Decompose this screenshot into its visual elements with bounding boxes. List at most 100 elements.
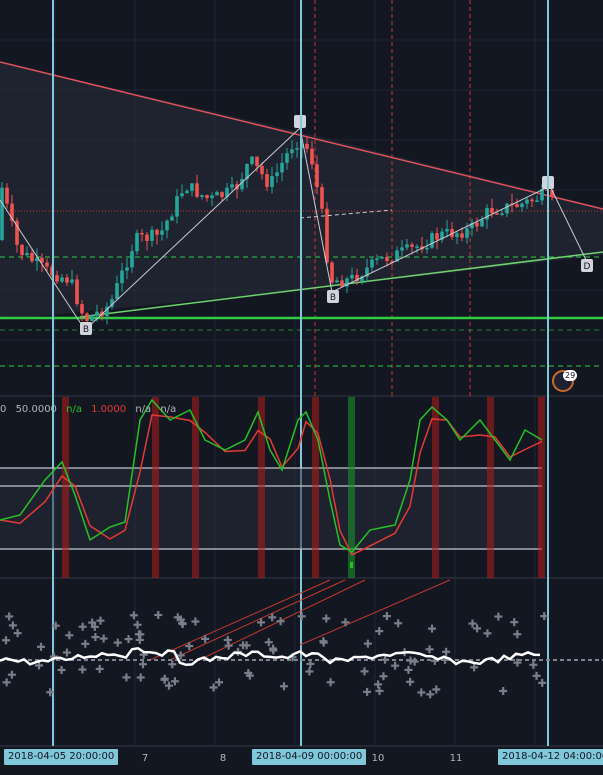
candle-body — [170, 216, 174, 221]
oscillator-point — [81, 639, 90, 648]
candle-body — [395, 250, 399, 262]
candle-body — [450, 229, 454, 238]
stoch-k-line — [0, 398, 543, 553]
candle-body — [335, 280, 339, 283]
signal-bar — [348, 397, 355, 578]
candle-body — [535, 200, 539, 202]
oscillator-point — [215, 678, 224, 687]
oscillator-point — [306, 659, 315, 668]
candle-body — [55, 275, 59, 282]
oscillator-point — [264, 638, 273, 647]
candle-body — [70, 279, 74, 283]
oscillator-point — [239, 641, 248, 650]
pattern-label-box — [80, 322, 92, 335]
candle-body — [160, 230, 164, 235]
oscillator-point — [322, 614, 331, 623]
candle-body — [45, 262, 49, 267]
candle-body — [360, 276, 364, 282]
candle-body — [370, 259, 374, 268]
signal-bar — [192, 397, 199, 578]
pattern-zigzag — [0, 127, 588, 331]
candle-body — [135, 232, 139, 252]
oscillator-point — [279, 682, 288, 691]
candle-body — [400, 247, 404, 251]
oscillator-point — [136, 630, 145, 639]
candle-body — [305, 143, 309, 149]
candle-body — [365, 267, 369, 277]
oscillator-point — [7, 670, 16, 679]
oscillator-point — [483, 629, 492, 638]
candle-body — [315, 164, 319, 188]
oscillator-point — [269, 646, 278, 655]
legend-value: n/a — [160, 404, 177, 415]
pattern-label: D — [584, 262, 591, 272]
oscillator-point — [257, 618, 266, 627]
candle-body — [20, 244, 24, 256]
signal-bar — [258, 397, 265, 578]
candle-body — [270, 176, 274, 187]
oscillator-point — [57, 665, 66, 674]
crosshair-date-badge: 2018-04-12 04:00:00 — [498, 749, 603, 765]
legend-value: n/a — [135, 404, 152, 415]
oscillator-point — [375, 627, 384, 636]
oscillator-point — [154, 611, 163, 620]
oscillator-point — [176, 651, 185, 660]
oscillator-point — [406, 677, 415, 686]
oscillator-point — [410, 657, 419, 666]
candle-body — [150, 229, 154, 241]
oscillator-point — [499, 686, 508, 695]
candle-body — [465, 228, 469, 238]
candle-body — [435, 233, 439, 240]
oscillator-point — [191, 617, 200, 626]
candle-body — [320, 187, 324, 209]
oscillator-point — [124, 635, 133, 644]
candle-body — [105, 306, 109, 317]
oscillator-point — [209, 683, 218, 692]
legend-value: 0 — [0, 404, 7, 415]
candle-body — [515, 204, 519, 208]
candle-body — [430, 233, 434, 248]
candle-body — [520, 203, 524, 208]
signal-bar — [487, 397, 494, 578]
candle-body — [485, 207, 489, 220]
event-count-badge: 29 — [563, 370, 578, 381]
oscillator-point — [78, 622, 87, 631]
oscillator-point — [13, 629, 22, 638]
oscillator-point — [95, 664, 104, 673]
oscillator-point — [122, 673, 131, 682]
oscillator-point — [8, 621, 17, 630]
oscillator-point — [90, 622, 99, 631]
candle-body — [90, 315, 94, 321]
oscillator-point — [363, 687, 372, 696]
oscillator-point — [113, 638, 122, 647]
oscillator-point — [96, 616, 105, 625]
candle-body — [225, 187, 229, 197]
candle-body — [470, 222, 474, 229]
candle-body — [40, 257, 44, 263]
candle-body — [415, 246, 419, 248]
candle-body — [180, 193, 184, 197]
candle-body — [255, 156, 259, 167]
candle-body — [25, 252, 29, 256]
oscillator-point — [133, 620, 142, 629]
oscillator-point — [428, 624, 437, 633]
candle-body — [0, 187, 4, 240]
signal-bar — [432, 397, 439, 578]
candle-body — [30, 252, 34, 262]
oscillator-point — [168, 660, 177, 669]
oscillator-line — [0, 646, 541, 667]
oscillator-point — [432, 685, 441, 694]
candle-body — [440, 231, 444, 240]
candle-body — [345, 278, 349, 287]
candle-body — [530, 199, 534, 202]
oscillator-point — [170, 677, 179, 686]
signal-marker — [350, 562, 353, 568]
oscillator-point — [360, 667, 369, 676]
candle-body — [95, 311, 99, 316]
oscillator-point — [1, 636, 10, 645]
oscillator-point — [297, 612, 306, 621]
legend-value: 1.0000 — [91, 404, 127, 415]
oscillator-point — [224, 641, 233, 650]
candle-body — [410, 244, 414, 247]
